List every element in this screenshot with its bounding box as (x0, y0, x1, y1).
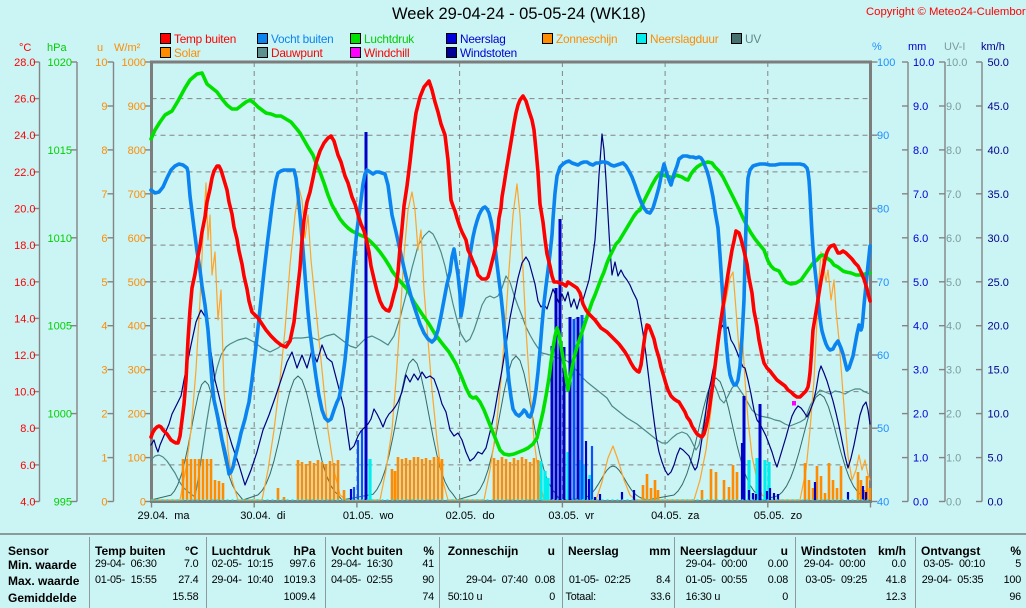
svg-text:4.0: 4.0 (913, 321, 928, 333)
svg-text:400: 400 (128, 321, 146, 333)
svg-text:0: 0 (101, 497, 107, 509)
svg-text:6.0: 6.0 (913, 233, 928, 245)
svg-text:4.0: 4.0 (946, 321, 961, 333)
svg-text:1010: 1010 (48, 233, 72, 245)
svg-text:25.0: 25.0 (988, 277, 1009, 289)
svg-text:1005: 1005 (48, 321, 72, 333)
svg-text:40.0: 40.0 (988, 145, 1009, 157)
svg-text:16.0: 16.0 (14, 277, 35, 289)
svg-text:10: 10 (95, 57, 107, 69)
svg-text:20.0: 20.0 (988, 321, 1009, 333)
svg-text:5.0: 5.0 (988, 453, 1003, 465)
svg-text:3: 3 (101, 365, 107, 377)
svg-text:24.0: 24.0 (14, 130, 35, 142)
svg-text:60: 60 (877, 350, 889, 362)
svg-text:1: 1 (101, 453, 107, 465)
svg-text:26.0: 26.0 (14, 94, 35, 106)
svg-text:0.0: 0.0 (946, 497, 961, 509)
svg-text:8.0: 8.0 (20, 423, 35, 435)
svg-text:7: 7 (101, 189, 107, 201)
svg-text:7.0: 7.0 (946, 189, 961, 201)
svg-text:5.0: 5.0 (946, 277, 961, 289)
svg-text:35.0: 35.0 (988, 189, 1009, 201)
svg-text:15.0: 15.0 (988, 365, 1009, 377)
svg-text:9.0: 9.0 (913, 101, 928, 113)
svg-text:70: 70 (877, 277, 889, 289)
svg-text:45.0: 45.0 (988, 101, 1009, 113)
svg-text:1.0: 1.0 (913, 453, 928, 465)
svg-text:40: 40 (877, 497, 889, 509)
svg-text:20.0: 20.0 (14, 204, 35, 216)
svg-text:100: 100 (877, 57, 895, 69)
svg-text:800: 800 (128, 145, 146, 157)
svg-text:5: 5 (101, 277, 107, 289)
svg-text:6.0: 6.0 (946, 233, 961, 245)
svg-text:3.0: 3.0 (946, 365, 961, 377)
svg-text:10.0: 10.0 (14, 387, 35, 399)
svg-text:2.0: 2.0 (913, 409, 928, 421)
svg-text:100: 100 (128, 453, 146, 465)
svg-text:0: 0 (140, 497, 146, 509)
svg-text:1020: 1020 (48, 57, 72, 69)
svg-text:5.0: 5.0 (913, 277, 928, 289)
svg-text:90: 90 (877, 130, 889, 142)
svg-text:28.0: 28.0 (14, 57, 35, 69)
svg-text:4.0: 4.0 (20, 497, 35, 509)
svg-text:0.0: 0.0 (913, 497, 928, 509)
svg-text:10.0: 10.0 (988, 409, 1009, 421)
svg-text:80: 80 (877, 204, 889, 216)
svg-text:700: 700 (128, 189, 146, 201)
svg-text:1000: 1000 (122, 57, 146, 69)
svg-text:9: 9 (101, 101, 107, 113)
svg-text:0.0: 0.0 (988, 497, 1003, 509)
svg-text:8: 8 (101, 145, 107, 157)
svg-text:200: 200 (128, 409, 146, 421)
svg-text:7.0: 7.0 (913, 189, 928, 201)
svg-text:12.0: 12.0 (14, 350, 35, 362)
svg-text:3.0: 3.0 (913, 365, 928, 377)
svg-text:30.0: 30.0 (988, 233, 1009, 245)
svg-text:1015: 1015 (48, 145, 72, 157)
svg-text:500: 500 (128, 277, 146, 289)
svg-text:995: 995 (54, 497, 72, 509)
svg-text:8.0: 8.0 (946, 145, 961, 157)
svg-text:18.0: 18.0 (14, 240, 35, 252)
svg-text:900: 900 (128, 101, 146, 113)
svg-text:14.0: 14.0 (14, 313, 35, 325)
svg-text:8.0: 8.0 (913, 145, 928, 157)
svg-text:6: 6 (101, 233, 107, 245)
svg-text:22.0: 22.0 (14, 167, 35, 179)
svg-text:300: 300 (128, 365, 146, 377)
svg-text:50: 50 (877, 423, 889, 435)
svg-text:600: 600 (128, 233, 146, 245)
svg-text:10.0: 10.0 (913, 57, 934, 69)
svg-text:1000: 1000 (48, 409, 72, 421)
svg-text:2.0: 2.0 (946, 409, 961, 421)
svg-text:50.0: 50.0 (988, 57, 1009, 69)
svg-text:1.0: 1.0 (946, 453, 961, 465)
svg-text:4: 4 (101, 321, 107, 333)
svg-text:2: 2 (101, 409, 107, 421)
svg-text:9.0: 9.0 (946, 101, 961, 113)
svg-text:6.0: 6.0 (20, 460, 35, 472)
svg-text:10.0: 10.0 (946, 57, 967, 69)
